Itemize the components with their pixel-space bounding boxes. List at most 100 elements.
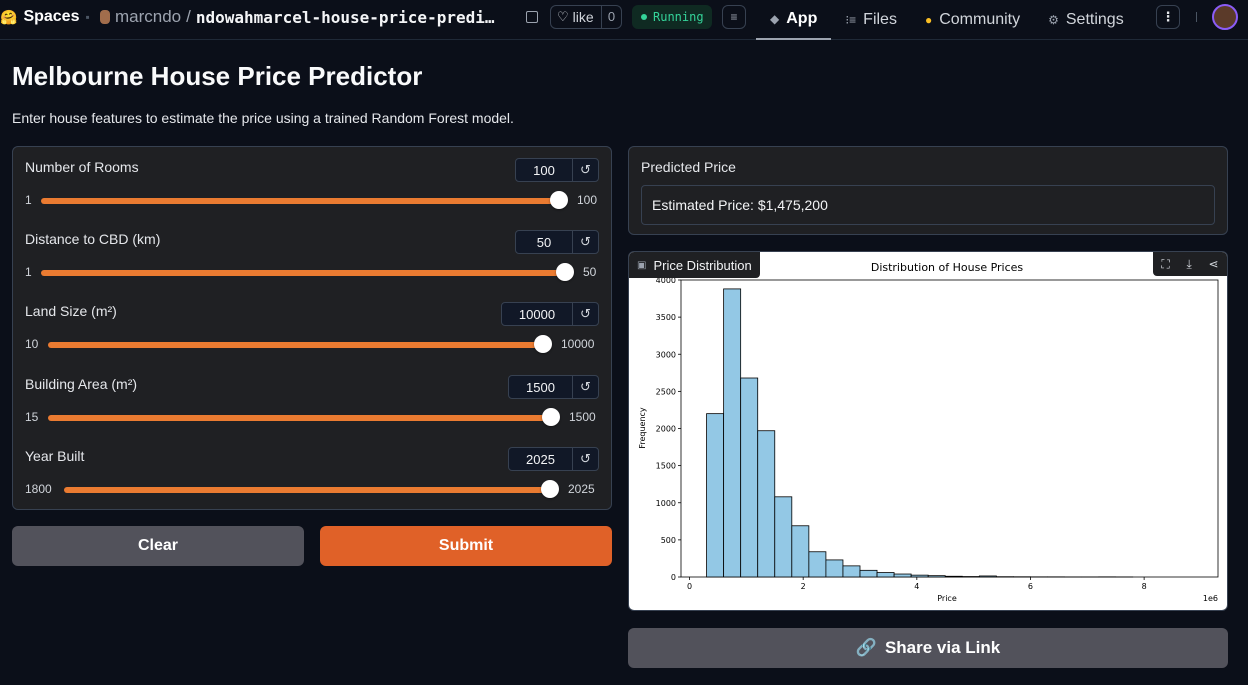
y-tick-label: 3500 (656, 313, 676, 322)
year-built-slider-thumb[interactable] (541, 480, 559, 498)
reset-icon[interactable]: ↺ (572, 448, 598, 470)
tab-community[interactable]: ● Community (911, 0, 1034, 40)
like-button[interactable]: ♡ like 0 (550, 5, 622, 29)
spaces-logo[interactable]: 🤗 Spaces ▪ (0, 8, 90, 26)
rooms-label: Number of Rooms (25, 159, 139, 175)
plot-toolbar: ⛶ ⤓ ⋖ (1153, 252, 1227, 276)
histogram-bar (876, 572, 895, 578)
x-tick-label: 4 (914, 582, 919, 591)
y-tick-label: 2500 (656, 387, 676, 396)
land-size-slider-thumb[interactable] (534, 335, 552, 353)
submit-button[interactable]: Submit (320, 526, 612, 566)
distance-max: 50 (583, 265, 597, 279)
status-dot-icon (641, 14, 647, 20)
distance-number-input[interactable]: 50 ↺ (515, 230, 599, 254)
building-area-number-input[interactable]: 1500 ↺ (508, 375, 599, 399)
files-icon: ⁝≡ (845, 13, 857, 27)
year-built-slider-track[interactable] (64, 487, 550, 493)
app-main: Melbourne House Price Predictor Enter ho… (0, 41, 1248, 685)
hugging-face-icon: 🤗 (0, 8, 18, 25)
link-icon: 🔗 (855, 638, 877, 657)
building-area-label: Building Area (m²) (25, 376, 138, 392)
rooms-number-input[interactable]: 100 ↺ (515, 158, 599, 182)
histogram-chart: 0 2 4 6 8 0 500 1000 1500 2000 2500 3000 3500 4000 Dis… (638, 261, 1219, 603)
reset-icon[interactable]: ↺ (572, 159, 598, 181)
year-built-number-input[interactable]: 2025 ↺ (508, 447, 599, 471)
share-icon[interactable]: ⋖ (1208, 257, 1219, 271)
predicted-price-label: Predicted Price (641, 159, 736, 175)
share-via-link-button[interactable]: 🔗 Share via Link (628, 628, 1228, 668)
repo-breadcrumb: marcndo / ndowahmarcel-house-price-predi… (100, 7, 495, 27)
year-built-max: 2025 (568, 482, 595, 496)
space-tabs: ◆ App ⁝≡ Files ● Community ⚙ Settings (756, 0, 1138, 40)
reset-icon[interactable]: ↺ (572, 376, 598, 398)
plot-label: Price Distribution (653, 257, 752, 273)
distance-slider-track[interactable] (41, 270, 567, 276)
histogram-bar (808, 551, 827, 578)
histogram-bar (791, 525, 810, 578)
building-area-value: 1500 (526, 379, 555, 395)
histogram-bar (774, 496, 793, 578)
fullscreen-icon[interactable]: ⛶ (1161, 256, 1170, 271)
cube-icon: ◆ (770, 12, 780, 26)
land-size-max: 10000 (561, 337, 595, 351)
download-icon[interactable]: ⤓ (1186, 256, 1192, 271)
gear-icon: ⚙ (1048, 13, 1059, 27)
copy-icon[interactable] (526, 11, 538, 23)
histogram-bar (757, 430, 776, 578)
tab-files-label: Files (863, 11, 897, 28)
spaces-brand: Spaces (23, 8, 80, 25)
tab-settings[interactable]: ⚙ Settings (1034, 0, 1138, 40)
separator-icon: ▪ (85, 10, 90, 24)
chart-title: Distribution of House Prices (871, 261, 1024, 274)
breadcrumb-slash: / (186, 7, 191, 26)
building-area-slider-thumb[interactable] (542, 408, 560, 426)
rooms-value: 100 (533, 162, 555, 178)
x-tick-label: 2 (801, 582, 806, 591)
owner-avatar (100, 10, 110, 24)
tab-settings-label: Settings (1065, 11, 1124, 28)
tab-files[interactable]: ⁝≡ Files (831, 0, 911, 40)
share-label: Share via Link (884, 638, 1001, 657)
top-navigation-bar: 🤗 Spaces ▪ marcndo / ndowahmarcel-house-… (0, 0, 1248, 40)
histogram-bar (706, 413, 725, 578)
inputs-panel: Number of Rooms 100 ↺ 1 100 Distance to … (12, 146, 612, 510)
divider (1196, 12, 1197, 22)
heart-icon: ♡ (557, 9, 569, 24)
rooms-slider-track[interactable] (41, 198, 561, 204)
y-tick-label: 2000 (656, 425, 676, 434)
building-area-slider-track[interactable] (48, 415, 556, 421)
status-badge[interactable]: Running (632, 5, 712, 29)
y-tick-label: 4000 (656, 276, 676, 285)
distance-min: 1 (25, 265, 32, 279)
like-count: 0 (601, 6, 621, 28)
repo-owner-link[interactable]: marcndo (115, 7, 182, 26)
status-text: Running (653, 10, 704, 24)
y-tick-label: 1500 (656, 462, 676, 471)
histogram-bar (978, 575, 997, 578)
more-options-icon[interactable]: ⋮ (1156, 5, 1180, 29)
histogram-bar (723, 288, 742, 578)
clear-button[interactable]: Clear (12, 526, 304, 566)
y-tick-label: 500 (661, 536, 676, 545)
land-size-number-input[interactable]: 10000 ↺ (501, 302, 599, 326)
repo-name-link[interactable]: ndowahmarcel-house-price-predi… (195, 7, 495, 27)
predicted-price-panel: Predicted Price Estimated Price: $1,475,… (628, 146, 1228, 235)
rooms-slider-thumb[interactable] (550, 191, 568, 209)
rooms-slider-group: Number of Rooms 100 ↺ 1 100 (13, 147, 613, 219)
predicted-price-output: Estimated Price: $1,475,200 (641, 185, 1215, 225)
year-built-slider-group: Year Built 2025 ↺ 1800 2025 (13, 436, 613, 508)
tab-app[interactable]: ◆ App (756, 0, 832, 40)
histogram-bar (927, 575, 946, 578)
reset-icon[interactable]: ↺ (572, 303, 598, 325)
building-area-slider-group: Building Area (m²) 1500 ↺ 15 1500 (13, 364, 613, 436)
rooms-max: 100 (577, 193, 598, 207)
histogram-bar (740, 377, 759, 578)
distance-value: 50 (536, 234, 552, 250)
user-avatar[interactable] (1212, 4, 1238, 30)
reset-icon[interactable]: ↺ (572, 231, 598, 253)
logs-menu-icon[interactable]: ≡ (722, 5, 746, 29)
plot-label-badge: ▣ Price Distribution (629, 252, 760, 278)
distance-slider-thumb[interactable] (556, 263, 574, 281)
land-size-slider-track[interactable] (48, 342, 548, 348)
